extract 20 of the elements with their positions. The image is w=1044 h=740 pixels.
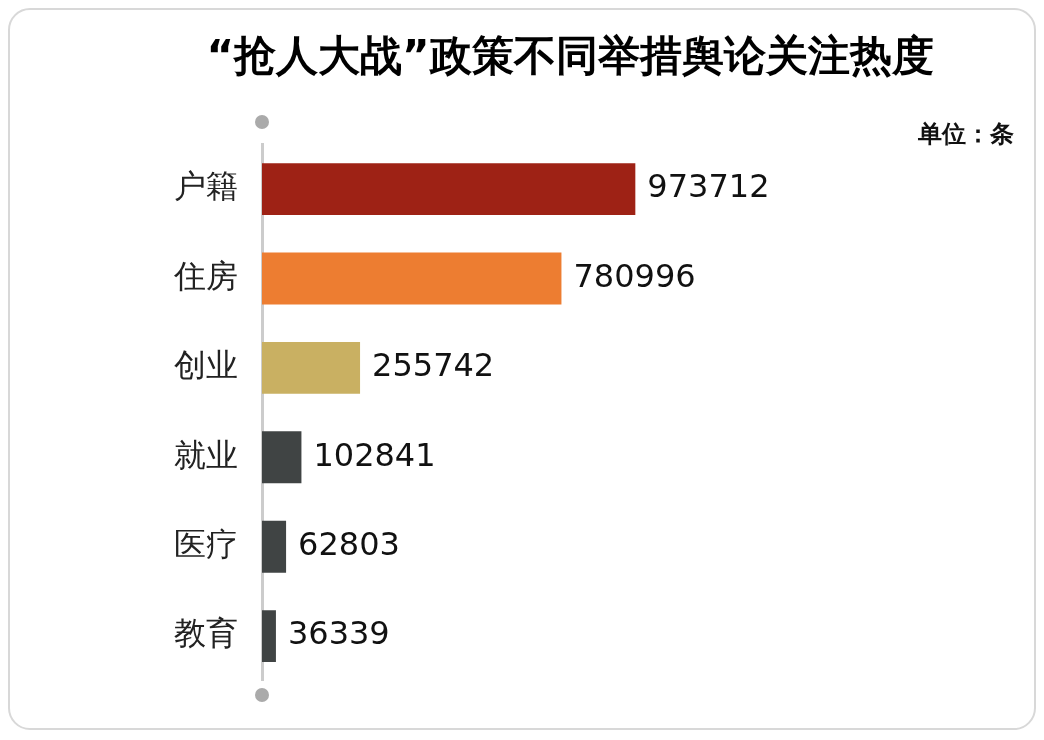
bar bbox=[262, 341, 361, 394]
bar bbox=[262, 520, 287, 573]
data-label: 62803 bbox=[298, 525, 400, 564]
y-tick-label: 就业 bbox=[174, 435, 238, 474]
y-tick-label: 创业 bbox=[174, 346, 238, 385]
bar bbox=[262, 431, 302, 484]
y-tick-label: 医疗 bbox=[174, 525, 238, 564]
y-tick-label: 户籍 bbox=[174, 167, 238, 206]
chart-title: “抢人大战”政策不同举措舆论关注热度 bbox=[206, 31, 934, 81]
text: 单位：条 bbox=[918, 119, 1014, 150]
bar bbox=[262, 163, 636, 216]
y-tick-label: 住房 bbox=[173, 256, 238, 295]
data-label: 36339 bbox=[287, 614, 390, 653]
bar bbox=[262, 252, 562, 305]
data-label: 973712 bbox=[647, 167, 770, 206]
data-label: 255742 bbox=[372, 346, 495, 385]
bar bbox=[262, 610, 276, 663]
data-label: 780996 bbox=[573, 256, 696, 295]
data-label: 102841 bbox=[313, 435, 436, 474]
y-tick-label: 教育 bbox=[174, 614, 238, 653]
